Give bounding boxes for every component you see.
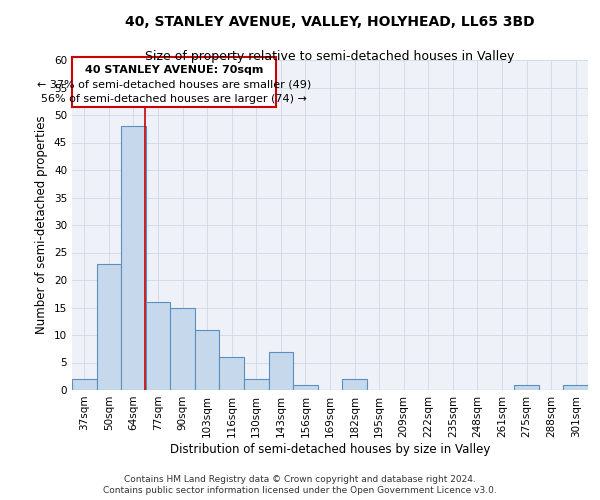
Text: 40, STANLEY AVENUE, VALLEY, HOLYHEAD, LL65 3BD: 40, STANLEY AVENUE, VALLEY, HOLYHEAD, LL… <box>125 15 535 29</box>
Bar <box>170 308 195 390</box>
Text: Contains public sector information licensed under the Open Government Licence v3: Contains public sector information licen… <box>103 486 497 495</box>
Bar <box>269 352 293 390</box>
Bar <box>514 384 539 390</box>
Bar <box>146 302 170 390</box>
Text: 56% of semi-detached houses are larger (74) →: 56% of semi-detached houses are larger (… <box>41 94 307 104</box>
Bar <box>342 379 367 390</box>
Text: 40 STANLEY AVENUE: 70sqm: 40 STANLEY AVENUE: 70sqm <box>85 65 263 75</box>
Bar <box>72 379 97 390</box>
Y-axis label: Number of semi-detached properties: Number of semi-detached properties <box>35 116 49 334</box>
Bar <box>220 357 244 390</box>
Text: ← 37% of semi-detached houses are smaller (49): ← 37% of semi-detached houses are smalle… <box>37 80 311 90</box>
Bar <box>244 379 269 390</box>
Bar <box>563 384 588 390</box>
Text: Size of property relative to semi-detached houses in Valley: Size of property relative to semi-detach… <box>145 50 515 63</box>
Bar <box>293 384 318 390</box>
Bar <box>195 330 220 390</box>
Text: Contains HM Land Registry data © Crown copyright and database right 2024.: Contains HM Land Registry data © Crown c… <box>124 475 476 484</box>
Bar <box>97 264 121 390</box>
Bar <box>121 126 146 390</box>
X-axis label: Distribution of semi-detached houses by size in Valley: Distribution of semi-detached houses by … <box>170 442 490 456</box>
Bar <box>72 57 276 107</box>
